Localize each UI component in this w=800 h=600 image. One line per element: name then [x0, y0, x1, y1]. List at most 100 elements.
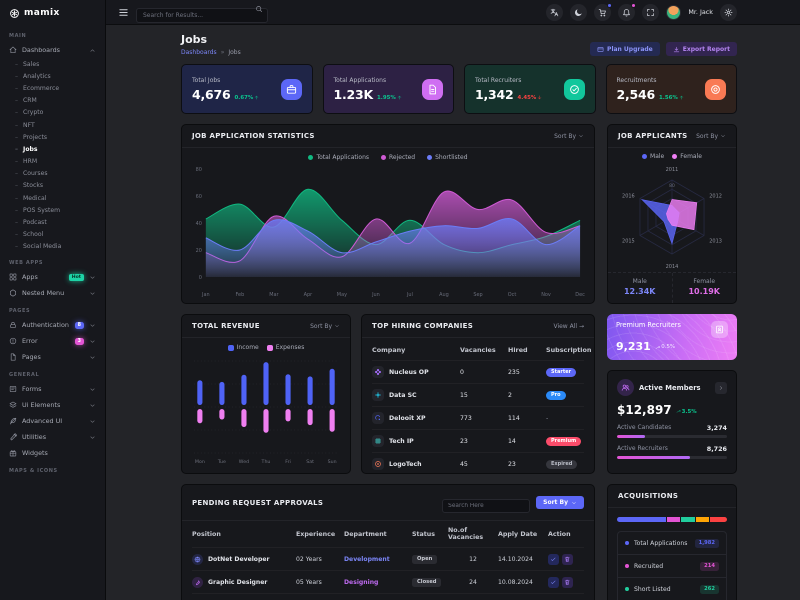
svg-text:Mon: Mon: [195, 459, 205, 465]
approve-button[interactable]: [548, 553, 559, 565]
table-row[interactable]: Tech IP 23 14 Premium: [372, 430, 584, 453]
badge-check-icon: [710, 84, 721, 95]
sidebar-item-hrm[interactable]: HRM: [0, 156, 105, 168]
list-item[interactable]: Recruited 214: [618, 554, 726, 577]
delete-button[interactable]: [562, 576, 573, 588]
hot-badge: Hot: [68, 273, 84, 281]
arrow-up-icon: [679, 95, 684, 100]
search-input[interactable]: [136, 7, 268, 23]
sidebar-item-ecommerce[interactable]: Ecommerce: [0, 82, 105, 94]
table-row[interactable]: Graphic Designer 05 Years Designing Clos…: [192, 571, 584, 594]
theme-toggle-button[interactable]: [570, 3, 588, 21]
breadcrumb-dashboards[interactable]: Dashboards: [181, 49, 217, 56]
svg-text:Dec: Dec: [575, 292, 585, 298]
svg-text:Sep: Sep: [473, 292, 482, 298]
premium-recruiters-value: 9,231: [616, 340, 651, 353]
department-link[interactable]: Development: [344, 555, 390, 563]
view-all-link[interactable]: View All →: [553, 322, 584, 330]
department-link[interactable]: Designing: [344, 578, 379, 586]
sidebar-item-widgets[interactable]: Widgets: [0, 445, 105, 461]
sidebar-item-pages[interactable]: Pages: [0, 349, 105, 365]
company-logo-icon: [374, 437, 382, 445]
sidebar-item-utilities[interactable]: Utilities: [0, 429, 105, 445]
hamburger-menu-icon[interactable]: [118, 7, 129, 18]
table-row[interactable]: DotNet Developer 02 Years Development Op…: [192, 548, 584, 571]
table-row[interactable]: Data SC 15 2 Pro: [372, 384, 584, 407]
sidebar-item-sales[interactable]: Sales: [0, 58, 105, 70]
svg-text:Tue: Tue: [217, 459, 226, 465]
sidebar-item-podcast[interactable]: Podcast: [0, 216, 105, 228]
company-logo-icon: [374, 460, 382, 468]
sidebar-item-jobs[interactable]: Jobs: [0, 143, 105, 155]
stat-card-recruitments[interactable]: Recruitments 2,546 1.56%: [605, 64, 737, 114]
sort-by-dropdown[interactable]: Sort By: [696, 133, 726, 140]
settings-button[interactable]: [720, 3, 737, 21]
sidebar-item-forms[interactable]: Forms: [0, 381, 105, 397]
sidebar-item-crypto[interactable]: Crypto: [0, 107, 105, 119]
sidebar-item-error[interactable]: Error 3: [0, 333, 105, 349]
table-row[interactable]: Delooit XP 773 114 -: [372, 407, 584, 430]
stat-card-total-recruiters[interactable]: Total Recruiters 1,342 4.45%: [464, 64, 596, 114]
total-recruiters-value: 1,342: [475, 86, 514, 102]
sort-by-dropdown[interactable]: Sort By: [310, 323, 340, 330]
sidebar-item-nft[interactable]: NFT: [0, 119, 105, 131]
table-row[interactable]: Nucleus OP 0 235 Starter: [372, 361, 584, 384]
pending-search-input[interactable]: [442, 499, 531, 513]
delete-button[interactable]: [562, 553, 573, 565]
stat-cards: Total Jobs 4,676 0.67% Total Application…: [181, 64, 737, 114]
sidebar-item-crm[interactable]: CRM: [0, 95, 105, 107]
table-row[interactable]: LogoTech 45 23 Expired: [372, 453, 584, 473]
members-more-button[interactable]: [715, 381, 727, 394]
approve-button[interactable]: [548, 576, 559, 588]
premium-recruiters-card[interactable]: Premium Recruiters 9,231 0.5%: [607, 314, 737, 360]
stat-card-total-applications[interactable]: Total Applications 1.23K 1.95%: [322, 64, 454, 114]
global-search: [136, 2, 268, 23]
search-icon[interactable]: [255, 5, 263, 13]
sidebar-item-projects[interactable]: Projects: [0, 131, 105, 143]
table-header: Company Vacancies Hired Subscription: [372, 340, 591, 361]
fullscreen-button[interactable]: [642, 3, 660, 21]
arrow-up-icon: [397, 95, 402, 100]
stat-card-total-jobs[interactable]: Total Jobs 4,676 0.67%: [181, 64, 313, 114]
sidebar-item-nested-menu[interactable]: Nested Menu: [0, 285, 105, 301]
legend-dot: [381, 155, 387, 160]
sidebar-item-authentication[interactable]: Authentication 8: [0, 317, 105, 333]
svg-text:Mar: Mar: [269, 292, 279, 298]
notifications-button[interactable]: [618, 2, 637, 21]
layers-icon: [9, 401, 17, 409]
female-total: 10.19K: [688, 287, 720, 296]
sidebar-item-school[interactable]: School: [0, 229, 105, 241]
list-item[interactable]: Short Listed 262: [618, 577, 726, 600]
logo[interactable]: mamix: [0, 0, 105, 26]
cart-button[interactable]: [594, 2, 613, 21]
subscription-badge: Expired: [546, 459, 578, 469]
subscription-badge: Premium: [546, 436, 582, 446]
sidebar: mamix MAIN Dashboards Sales Analytics Ec…: [0, 0, 106, 600]
pending-sort-button[interactable]: Sort By: [536, 496, 584, 509]
sidebar-item-medical[interactable]: Medical: [0, 192, 105, 204]
chevron-down-icon: [89, 322, 96, 329]
table-row[interactable]: Java Developer 0 Years Customer Support …: [192, 594, 584, 600]
sort-by-dropdown[interactable]: Sort By: [554, 133, 584, 140]
sidebar-item-analytics[interactable]: Analytics: [0, 70, 105, 82]
sidebar-item-courses[interactable]: Courses: [0, 168, 105, 180]
check-icon: [550, 556, 557, 563]
sidebar-item-apps[interactable]: Apps Hot: [0, 269, 105, 285]
trash-icon: [564, 556, 571, 563]
sidebar-item-social-media[interactable]: Social Media: [0, 241, 105, 253]
avatar[interactable]: [666, 4, 682, 20]
plan-upgrade-button[interactable]: Plan Upgrade: [590, 42, 660, 56]
language-button[interactable]: [546, 3, 564, 21]
sidebar-item-ui-elements[interactable]: Ui Elements: [0, 397, 105, 413]
auth-count-badge: 8: [74, 321, 84, 329]
sidebar-item-dashboards[interactable]: Dashboards: [0, 42, 105, 58]
sidebar-item-stocks[interactable]: Stocks: [0, 180, 105, 192]
progress-fill: [617, 456, 690, 459]
sidebar-item-advanced-ui[interactable]: Advanced UI: [0, 413, 105, 429]
list-item[interactable]: Total Applications 1,982: [618, 532, 726, 554]
check-icon: [550, 579, 557, 586]
user-name[interactable]: Mr. Jack: [688, 8, 713, 16]
svg-text:0: 0: [199, 275, 202, 281]
export-report-button[interactable]: Export Report: [665, 42, 737, 56]
sidebar-item-pos-system[interactable]: POS System: [0, 204, 105, 216]
